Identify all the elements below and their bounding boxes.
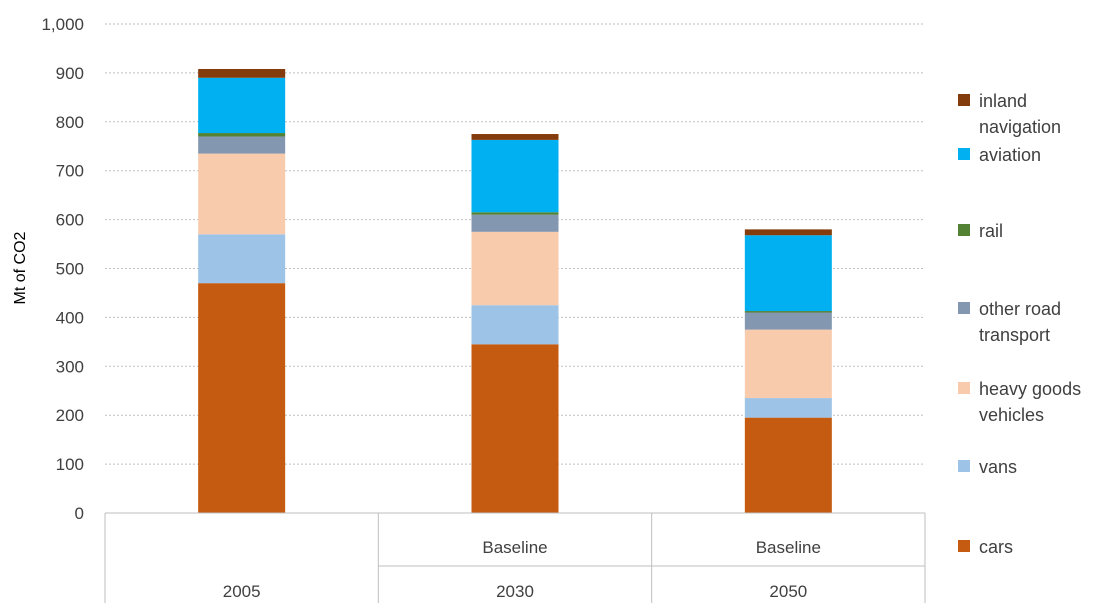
bar-segment bbox=[471, 134, 559, 140]
legend-label: cars bbox=[979, 537, 1014, 557]
y-tick-label: 200 bbox=[56, 406, 84, 425]
bar-segment bbox=[198, 153, 286, 235]
bar-segment bbox=[744, 229, 832, 236]
bar-segment bbox=[471, 212, 559, 215]
bar-segment bbox=[198, 77, 286, 134]
y-tick-label: 100 bbox=[56, 455, 84, 474]
legend: inland navigation aviation rail other road … bbox=[958, 0, 1104, 603]
legend-item: rail bbox=[958, 218, 1104, 244]
bar-segment bbox=[471, 231, 559, 306]
x-year-label: 2005 bbox=[223, 582, 261, 601]
y-tick-label: 900 bbox=[56, 64, 84, 83]
y-tick-label: 800 bbox=[56, 113, 84, 132]
y-tick-label: 700 bbox=[56, 162, 84, 181]
bar-segment bbox=[744, 417, 832, 513]
bar-segment bbox=[471, 139, 559, 213]
x-year-label: 2050 bbox=[769, 582, 807, 601]
x-scenario-label: Baseline bbox=[482, 538, 547, 557]
x-axis: 2005 Baseline 2030 Baseline 2050 bbox=[104, 512, 926, 603]
legend-swatch bbox=[958, 460, 970, 472]
legend-item: vans bbox=[958, 454, 1104, 480]
legend-label: aviation bbox=[979, 145, 1042, 165]
legend-swatch bbox=[958, 94, 970, 106]
bar-segment bbox=[471, 305, 559, 345]
bar-segment bbox=[744, 329, 832, 399]
y-tick-label: 1,000 bbox=[41, 15, 84, 34]
legend-item: other road transport bbox=[958, 296, 1104, 348]
legend-label: heavy goods vehicles bbox=[979, 379, 1082, 425]
bar-segment bbox=[198, 283, 286, 513]
legend-label: inland navigation bbox=[979, 91, 1062, 137]
y-tick-label: 400 bbox=[56, 308, 84, 327]
bar-segment bbox=[744, 235, 832, 312]
legend-swatch bbox=[958, 382, 970, 394]
legend-item: inland navigation bbox=[958, 88, 1104, 140]
y-axis-ticks: 0 100 200 300 400 500 600 700 800 900 1,000 bbox=[41, 15, 84, 523]
x-scenario-label: Baseline bbox=[756, 538, 821, 557]
legend-label: rail bbox=[979, 221, 1004, 241]
legend-item: cars bbox=[958, 534, 1104, 560]
y-tick-label: 600 bbox=[56, 211, 84, 230]
y-tick-label: 300 bbox=[56, 357, 84, 376]
bar-segment bbox=[744, 311, 832, 313]
legend-label: other road transport bbox=[979, 299, 1062, 345]
bar-segment bbox=[471, 214, 559, 232]
bar-segment bbox=[744, 398, 832, 418]
legend-label: vans bbox=[979, 457, 1018, 477]
legend-swatch bbox=[958, 224, 970, 236]
bar-segment bbox=[744, 312, 832, 330]
legend-swatch bbox=[958, 302, 970, 314]
bars bbox=[198, 68, 832, 513]
x-year-label: 2030 bbox=[496, 582, 534, 601]
legend-item: heavy goods vehicles bbox=[958, 376, 1104, 428]
y-tick-label: 500 bbox=[56, 260, 84, 279]
bar-segment bbox=[198, 133, 286, 137]
bar-segment bbox=[198, 68, 286, 78]
bar-segment bbox=[198, 234, 286, 284]
y-tick-label: 0 bbox=[75, 504, 84, 523]
bar-segment bbox=[471, 344, 559, 513]
legend-swatch bbox=[958, 540, 970, 552]
bar-segment bbox=[198, 136, 286, 154]
y-axis-label: Mt of CO2 bbox=[12, 231, 29, 304]
legend-swatch bbox=[958, 148, 970, 160]
legend-item: aviation bbox=[958, 142, 1104, 168]
